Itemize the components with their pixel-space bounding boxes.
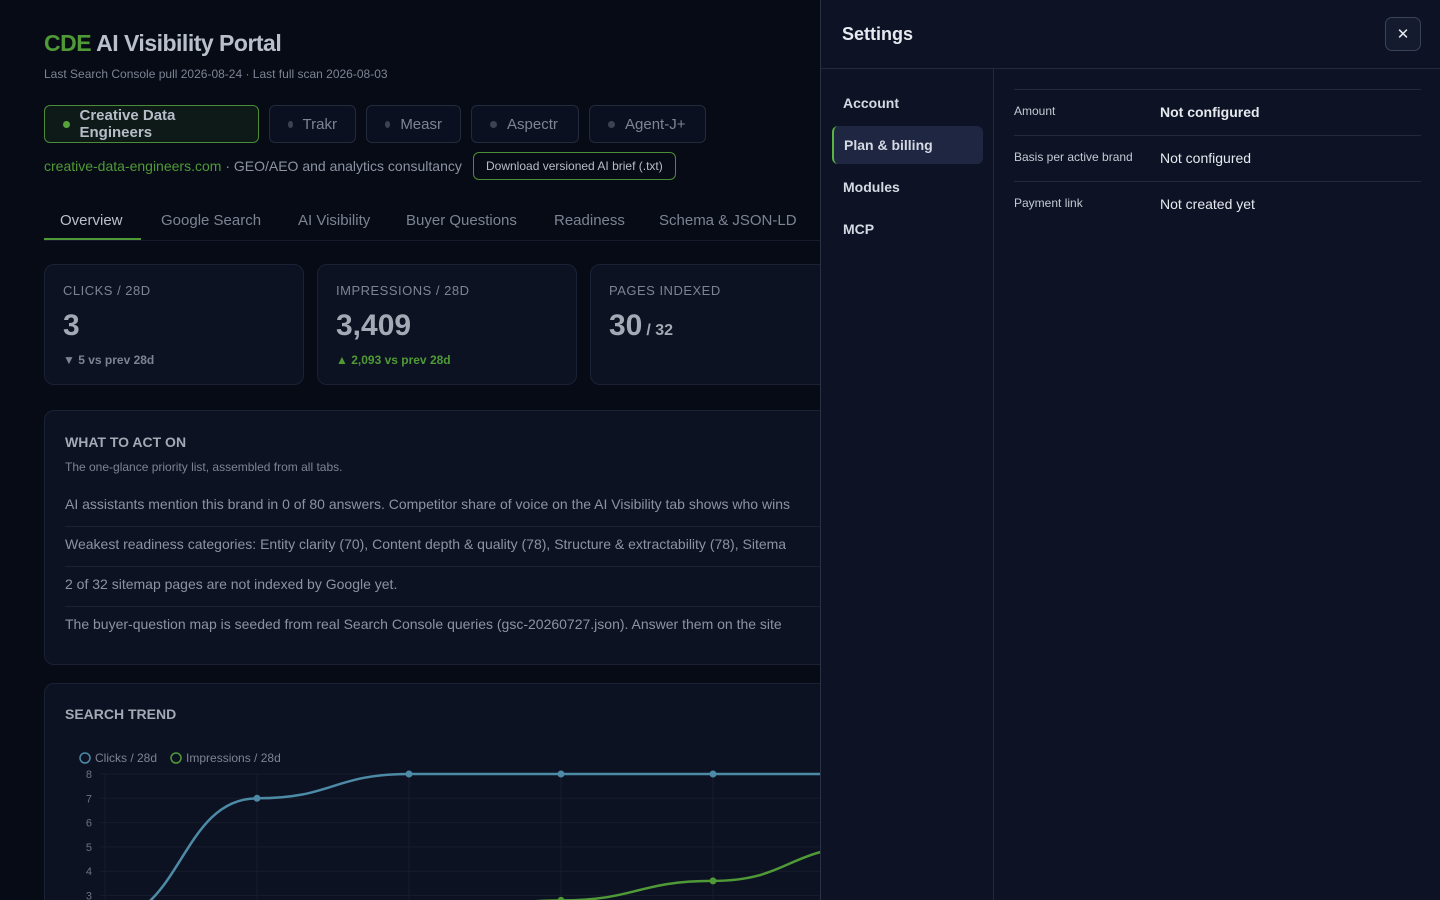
tab[interactable]: Buyer Questions (406, 212, 517, 229)
site-line: creative-data-engineers.com · GEO/AEO an… (44, 158, 462, 174)
series-line (535, 850, 820, 900)
brand-pill[interactable]: Aspectr (471, 105, 579, 143)
row-label: Basis per active brand (1014, 150, 1133, 164)
metric-card: IMPRESSIONS / 28D 3,409 ▲ 2,093 vs prev 28… (317, 264, 577, 385)
brand-pill[interactable]: Agent-J+ (589, 105, 706, 143)
tab[interactable]: Readiness (554, 212, 625, 229)
action-item[interactable]: The buyer-question map is seeded from re… (65, 616, 782, 632)
row-value: Not configured (1160, 104, 1260, 120)
card-subtitle: The one-glance priority list, assembled … (65, 460, 343, 474)
value: 3,409 (336, 309, 412, 342)
brand-label: Aspectr (507, 115, 558, 133)
y-tick-label: 5 (86, 842, 92, 854)
tab-indicator (44, 238, 141, 240)
metric-label: PAGES INDEXED (609, 283, 721, 298)
value: 3 (63, 309, 80, 342)
metric-delta: ▼ 5 vs prev 28d (63, 353, 155, 367)
close-button[interactable]: ✕ (1385, 17, 1421, 51)
row-label: Payment link (1014, 196, 1083, 210)
site-description: · GEO/AEO and analytics consultancy (225, 158, 462, 174)
brand-pill[interactable]: Creative Data Engineers (44, 105, 259, 143)
metric-delta: ▲ 2,093 vs prev 28d (336, 353, 451, 367)
status-dot (63, 120, 70, 128)
legend-label: Clicks / 28d (95, 751, 157, 765)
action-item[interactable]: Weakest readiness categories: Entity cla… (65, 536, 787, 552)
row-value: Not created yet (1160, 196, 1255, 212)
data-point (557, 770, 565, 778)
brand-label: Trakr (302, 115, 337, 133)
y-tick-label: 3 (86, 891, 92, 900)
metric-label: CLICKS / 28D (63, 283, 151, 298)
settings-nav-item[interactable]: MCP (843, 221, 875, 237)
metric-card: PAGES INDEXED 30/ 32 (590, 264, 850, 385)
item-divider (65, 606, 863, 607)
data-point (405, 770, 413, 778)
brand-label: Creative Data Engineers (79, 107, 176, 141)
row-divider (1014, 89, 1421, 90)
total: / 32 (646, 322, 674, 339)
metric-value: 3,409 (336, 309, 411, 343)
data-point (253, 794, 261, 802)
brand-pill[interactable]: Measr (366, 105, 461, 143)
status-dot (608, 120, 615, 128)
item-divider (65, 526, 863, 527)
metric-value: 3 (63, 309, 80, 343)
metric-label: IMPRESSIONS / 28D (336, 283, 470, 298)
action-item[interactable]: 2 of 32 sitemap pages are not indexed by… (65, 576, 398, 592)
legend-swatch (79, 752, 91, 764)
tab[interactable]: Google Search (161, 212, 262, 229)
action-item[interactable]: AI assistants mention this brand in 0 of… (65, 496, 790, 512)
legend-label: Impressions / 28d (186, 751, 281, 765)
panel-title: Settings (842, 24, 914, 44)
card-title: WHAT TO ACT ON (65, 434, 187, 450)
metric-value: 30/ 32 (609, 309, 673, 343)
nav-divider (993, 69, 994, 900)
data-point (709, 877, 717, 885)
header-divider (821, 68, 1440, 69)
row-value: Not configured (1160, 150, 1252, 166)
trend-card: SEARCH TREND (44, 683, 864, 900)
brand-label: Measr (400, 115, 442, 133)
brand-mark: CDE (44, 30, 92, 56)
row-divider (1014, 135, 1421, 136)
status-dot (288, 120, 293, 128)
settings-nav-item[interactable]: Account (843, 95, 899, 111)
title: AI Visibility Portal (96, 30, 282, 56)
settings-nav-item[interactable]: Modules (843, 179, 900, 195)
app-title: CDE AI Visibility Portal (44, 30, 282, 57)
row-divider (1014, 181, 1421, 182)
subtitle: Last Search Console pull 2026-08-24 · La… (44, 67, 388, 81)
tab[interactable]: AI Visibility (298, 212, 371, 229)
row-label: Amount (1014, 104, 1056, 118)
settings-nav-item[interactable]: Plan & billing (832, 126, 983, 164)
data-point (709, 770, 717, 778)
item-divider (65, 566, 863, 567)
brand-pill[interactable]: Trakr (269, 105, 356, 143)
tab-divider (44, 240, 820, 241)
tab[interactable]: Schema & JSON-LD (659, 212, 797, 229)
series-line (148, 772, 820, 900)
legend-swatch (170, 752, 182, 764)
y-tick-label: 6 (86, 818, 92, 830)
y-tick-label: 7 (86, 793, 92, 805)
y-tick-label: 8 (86, 769, 92, 781)
settings-panel: Settings ✕ Account Plan & billing Modules M… (820, 0, 1440, 900)
brand-label: Agent-J+ (625, 115, 686, 133)
act-on-card: WHAT TO ACT ON The one-glance priority l… (44, 410, 864, 665)
tab[interactable]: Overview (60, 212, 123, 229)
card-title: SEARCH TREND (65, 706, 177, 722)
metric-card: CLICKS / 28D 3 ▼ 5 vs prev 28d (44, 264, 304, 385)
status-dot (490, 120, 497, 128)
domain[interactable]: creative-data-engineers.com (44, 158, 222, 174)
y-tick-label: 4 (86, 866, 92, 878)
download-button[interactable]: Download versioned AI brief (.txt) (473, 152, 676, 180)
status-dot (385, 120, 391, 128)
value: 30 (609, 309, 643, 342)
data-point (557, 896, 565, 900)
